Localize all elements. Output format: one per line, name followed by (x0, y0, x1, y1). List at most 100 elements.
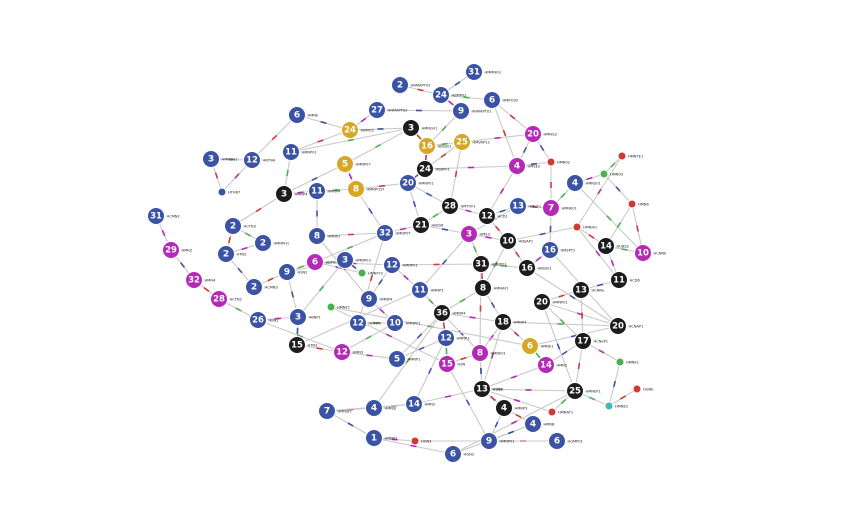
graph-node[interactable]: 2 HNMAPT03 (391, 76, 431, 94)
node-circle[interactable] (617, 151, 627, 161)
node-circle[interactable] (574, 332, 592, 350)
node-circle[interactable] (357, 268, 367, 278)
graph-node[interactable]: 3 HMS3 (460, 225, 490, 243)
graph-node[interactable]: 24 HBMP02 (432, 86, 467, 104)
node-circle[interactable] (282, 143, 300, 161)
graph-node[interactable]: HMNTE1 (617, 151, 643, 161)
node-circle[interactable] (508, 157, 526, 175)
graph-node[interactable]: 9 HNMAPT02 (452, 102, 492, 120)
node-circle[interactable] (318, 402, 336, 420)
graph-node[interactable]: HGNE (632, 384, 654, 394)
graph-node[interactable]: 11 HMNP4 (308, 182, 342, 200)
graph-node[interactable]: HMN03 (599, 169, 623, 179)
graph-node[interactable]: HMNAT1 (547, 407, 573, 417)
graph-node[interactable]: 4 HMNS01 (566, 174, 601, 192)
node-circle[interactable] (566, 174, 584, 192)
graph-node[interactable]: 7 HMNE01 (542, 199, 577, 217)
node-circle[interactable] (326, 302, 336, 312)
node-circle[interactable] (288, 106, 306, 124)
node-circle[interactable] (410, 436, 420, 446)
graph-node[interactable]: 2 HCTN3 (224, 217, 256, 235)
graph-node[interactable]: 12 HCD1 (478, 207, 508, 225)
graph-node[interactable]: 2 HCMN3 (245, 278, 278, 296)
graph-node[interactable]: 9 HMNP01 (480, 432, 515, 450)
graph-node[interactable]: 13 HSNN (473, 380, 504, 398)
graph-node[interactable]: 8 HMNP2 (308, 227, 341, 245)
node-circle[interactable] (615, 357, 625, 367)
graph-node[interactable]: 6 HMRO02 (483, 91, 519, 109)
node-circle[interactable] (572, 281, 590, 299)
graph-node[interactable]: 6 HMNE1 (521, 337, 554, 355)
node-circle[interactable] (412, 216, 430, 234)
graph-node[interactable]: 15 HTN2 (288, 336, 318, 354)
node-circle[interactable] (518, 259, 536, 277)
node-circle[interactable] (632, 384, 642, 394)
graph-node[interactable]: 16 HBSS01 (518, 259, 552, 277)
node-circle[interactable] (336, 155, 354, 173)
node-circle[interactable] (634, 244, 652, 262)
node-circle[interactable] (411, 281, 429, 299)
node-circle[interactable] (452, 102, 470, 120)
graph-node[interactable]: HTH67 (217, 187, 240, 197)
graph-node[interactable]: 24 HBAP01 (416, 160, 450, 178)
node-circle[interactable] (278, 263, 296, 281)
node-circle[interactable] (433, 304, 451, 322)
graph-node[interactable]: 24 HBMO2 (341, 121, 374, 139)
node-circle[interactable] (402, 119, 420, 137)
graph-node[interactable]: 20 HMNP01 (533, 293, 568, 311)
graph-node[interactable]: 3 HMNP4 (275, 185, 309, 203)
node-circle[interactable] (609, 317, 627, 335)
node-circle[interactable] (483, 91, 501, 109)
node-circle[interactable] (604, 401, 614, 411)
graph-node[interactable]: 9 HMNP4 (360, 290, 394, 308)
node-circle[interactable] (365, 399, 383, 417)
graph-node[interactable]: 7 HMNSI2 (318, 402, 352, 420)
node-circle[interactable] (376, 224, 394, 242)
node-circle[interactable] (546, 157, 556, 167)
graph-node[interactable]: 9 HSN2 (278, 263, 308, 281)
node-circle[interactable] (388, 350, 406, 368)
node-circle[interactable] (347, 180, 365, 198)
graph-node[interactable]: 36 HMNP4 (433, 304, 467, 322)
graph-node[interactable]: 32 HMN4 (185, 271, 216, 289)
node-circle[interactable] (275, 185, 293, 203)
graph-node[interactable]: 6 HMNE (288, 106, 319, 124)
graph-node[interactable]: 12 HMNP0 (349, 314, 383, 332)
graph-node[interactable]: 28 HCTN2 (210, 290, 242, 308)
node-circle[interactable] (243, 151, 261, 169)
node-circle[interactable] (405, 395, 423, 413)
node-circle[interactable] (566, 382, 584, 400)
node-circle[interactable] (162, 241, 180, 259)
node-circle[interactable] (202, 150, 220, 168)
node-circle[interactable] (547, 407, 557, 417)
graph-node[interactable]: 20 HCNAP1 (609, 317, 644, 335)
graph-node[interactable]: 25 HMNEP1 (566, 382, 601, 400)
node-circle[interactable] (306, 253, 324, 271)
node-circle[interactable] (336, 251, 354, 269)
node-circle[interactable] (460, 225, 478, 243)
graph-node[interactable]: 6 HGN3 (444, 445, 474, 463)
node-circle[interactable] (599, 169, 609, 179)
node-circle[interactable] (147, 207, 165, 225)
node-circle[interactable] (610, 271, 628, 289)
node-circle[interactable] (597, 237, 615, 255)
node-circle[interactable] (495, 399, 513, 417)
graph-node[interactable]: 5 HMNP07 (336, 155, 371, 173)
graph-node[interactable]: 13 HMCF1 (509, 197, 542, 215)
node-circle[interactable] (365, 429, 383, 447)
node-circle[interactable] (333, 343, 351, 361)
graph-node[interactable]: 18 HMNP4 (494, 313, 528, 331)
graph-node[interactable]: 3 HMNG01 (402, 119, 438, 137)
node-circle[interactable] (185, 271, 203, 289)
node-circle[interactable] (416, 160, 434, 178)
node-circle[interactable] (473, 380, 491, 398)
node-circle[interactable] (217, 187, 227, 197)
graph-node[interactable]: 8 HMNPOST (347, 180, 386, 198)
graph-node[interactable]: HMNE2 (326, 302, 350, 312)
graph-node[interactable]: 12 HMNP01 (383, 256, 418, 274)
node-circle[interactable] (548, 432, 566, 450)
graph-node[interactable]: 3 HMNP03 (336, 251, 371, 269)
node-circle[interactable] (210, 290, 228, 308)
node-circle[interactable] (383, 256, 401, 274)
graph-node[interactable]: 31 HMNP01 (472, 255, 507, 273)
